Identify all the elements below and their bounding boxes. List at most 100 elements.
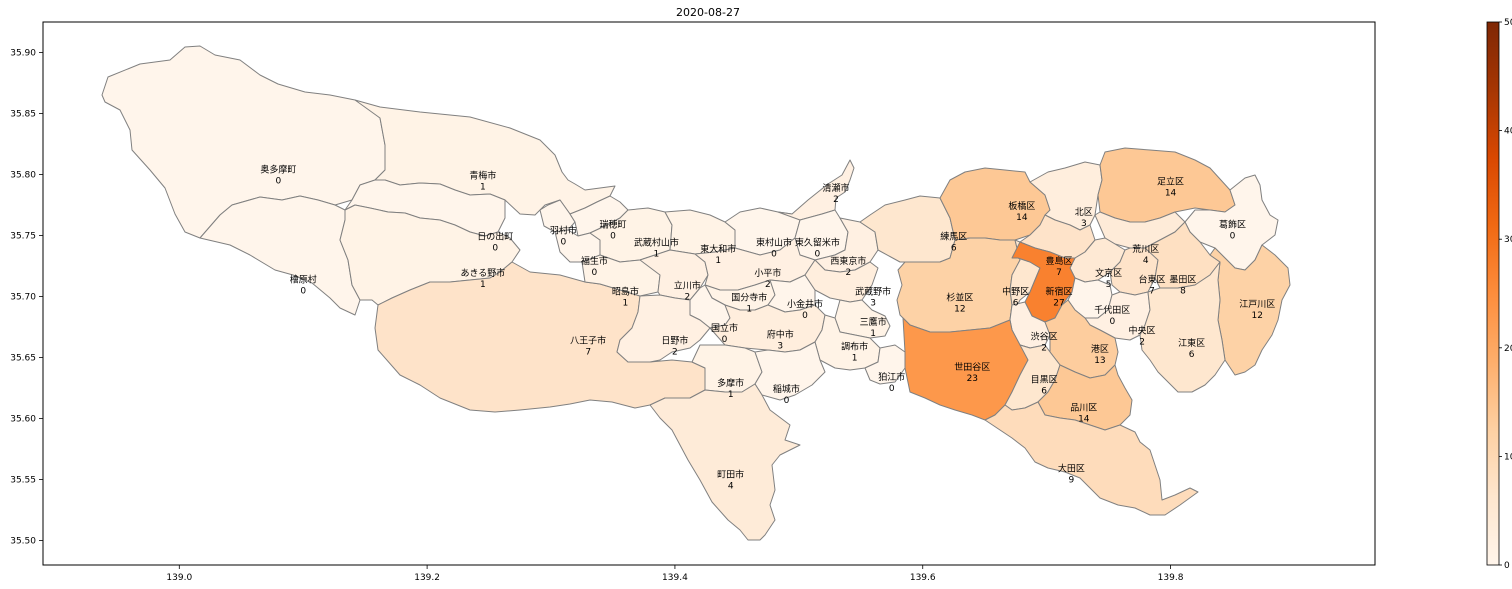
region-value-label: 4 [728, 482, 734, 492]
region-name-label: 町田市 [717, 469, 744, 481]
region-value-label: 6 [951, 244, 957, 254]
region-value-label: 2 [833, 195, 839, 205]
region-name-label: 渋谷区 [1031, 331, 1058, 343]
colorbar-tick-label: 20 [1504, 344, 1512, 354]
colorbar-tick-label: 30 [1504, 235, 1512, 245]
region-name-label: 武蔵村山市 [634, 237, 679, 249]
region-name-label: 大田区 [1058, 462, 1085, 474]
colorbar-tick-label: 10 [1504, 452, 1512, 462]
x-tick-label: 139.0 [166, 573, 192, 583]
colorbar-ticks: 0 10 20 30 40 50 [1499, 18, 1512, 571]
region-value-label: 27 [1053, 299, 1064, 309]
y-tick-label: 35.70 [10, 293, 36, 303]
y-tick-label: 35.55 [10, 476, 36, 486]
region-name-label: 小金井市 [787, 298, 823, 310]
region-name-label: 足立区 [1157, 176, 1184, 188]
region-name-label: 世田谷区 [954, 361, 990, 373]
region-name-label: あきる野市 [460, 267, 505, 279]
region-name-label: 奥多摩町 [260, 164, 296, 176]
region-name-label: 狛江市 [878, 371, 905, 383]
region-value-label: 0 [889, 384, 895, 394]
region-value-label: 0 [300, 286, 306, 296]
region-value-label: 12 [1252, 311, 1263, 321]
colorbar: 0 10 20 30 40 50 [1486, 18, 1512, 571]
region-value-label: 12 [954, 305, 965, 315]
region-name-label: 武蔵野市 [855, 286, 891, 298]
region-name-label: 千代田区 [1094, 305, 1130, 316]
region-25 [814, 314, 881, 371]
region-value-label: 3 [870, 299, 876, 309]
region-name-label: 多摩市 [717, 377, 744, 389]
region-value-label: 3 [1081, 219, 1087, 229]
region-value-label: 0 [815, 250, 821, 260]
region-name-label: 品川区 [1070, 402, 1097, 413]
y-axis: 35.50 35.55 35.60 35.65 35.70 35.75 35.80 35.85… [10, 49, 43, 547]
region-name-label: 檜原村 [290, 273, 317, 285]
region-name-label: 瑞穂町 [599, 218, 626, 230]
region-name-label: 荒川区 [1132, 244, 1159, 255]
region-value-label: 13 [1094, 356, 1105, 366]
region-name-label: 港区 [1091, 343, 1109, 355]
region-name-label: 立川市 [674, 279, 701, 291]
region-value-label: 0 [1230, 231, 1236, 241]
chart-title: 2020-08-27 [676, 6, 740, 19]
y-tick-label: 35.90 [10, 49, 36, 59]
region-value-label: 2 [672, 347, 678, 357]
region-name-label: 稲城市 [773, 383, 800, 395]
region-value-label: 0 [802, 311, 808, 321]
region-name-label: 葛飾区 [1219, 218, 1246, 230]
region-value-label: 1 [715, 256, 721, 266]
region-name-label: 東大和市 [700, 243, 736, 255]
region-value-label: 1 [870, 329, 876, 339]
x-tick-label: 139.8 [1158, 573, 1184, 583]
region-name-label: 練馬区 [940, 231, 967, 243]
region-32 [1029, 161, 1103, 231]
region-value-label: 0 [771, 250, 777, 260]
y-tick-label: 35.50 [10, 537, 36, 547]
region-value-label: 2 [684, 292, 690, 302]
region-name-label: 青梅市 [469, 170, 496, 182]
region-value-label: 2 [765, 280, 771, 290]
region-value-label: 2 [846, 268, 852, 278]
plot-frame [42, 21, 1376, 566]
region-name-label: 小平市 [754, 267, 781, 279]
region-name-label: 国立市 [711, 322, 738, 334]
region-name-label: 日野市 [661, 334, 688, 346]
region-name-label: 府中市 [767, 328, 794, 340]
region-value-label: 14 [1078, 414, 1090, 424]
region-value-label: 0 [610, 231, 616, 241]
y-tick-label: 35.65 [10, 354, 36, 364]
region-value-label: 1 [480, 280, 486, 290]
region-value-label: 9 [1069, 475, 1075, 485]
colorbar-tick-label: 0 [1504, 561, 1510, 571]
region-21 [804, 259, 879, 303]
region-name-label: 江東区 [1178, 337, 1205, 349]
colorbar-tick-label: 40 [1504, 127, 1512, 137]
region-name-label: 調布市 [841, 340, 868, 352]
colorbar-gradient [1486, 21, 1500, 566]
region-name-label: 台東区 [1138, 273, 1165, 285]
region-29 [649, 383, 801, 541]
region-value-label: 1 [622, 299, 628, 309]
region-value-label: 2 [1041, 344, 1047, 354]
region-value-label: 1 [728, 390, 734, 400]
region-value-label: 6 [1189, 350, 1195, 360]
region-name-label: 国分寺市 [731, 292, 767, 304]
y-tick-label: 35.60 [10, 415, 36, 425]
region-name-label: 目黒区 [1031, 374, 1058, 385]
region-value-label: 7 [585, 347, 591, 357]
region-name-label: 板橋区 [1008, 200, 1035, 212]
map-regions [101, 45, 1291, 541]
region-name-label: 清瀬市 [822, 182, 849, 194]
region-name-label: 豊島区 [1046, 255, 1073, 267]
x-axis: 139.0 139.2 139.4 139.6 139.8 [166, 565, 1184, 583]
region-22 [616, 294, 711, 363]
region-value-label: 3 [777, 341, 783, 351]
region-name-label: 墨田区 [1169, 274, 1196, 285]
region-name-label: 三鷹市 [860, 316, 887, 328]
region-name-label: 文京区 [1095, 267, 1122, 279]
region-52 [984, 401, 1199, 516]
region-name-label: 北区 [1075, 207, 1093, 218]
region-48 [1139, 261, 1226, 393]
region-name-label: 東村山市 [756, 237, 792, 249]
